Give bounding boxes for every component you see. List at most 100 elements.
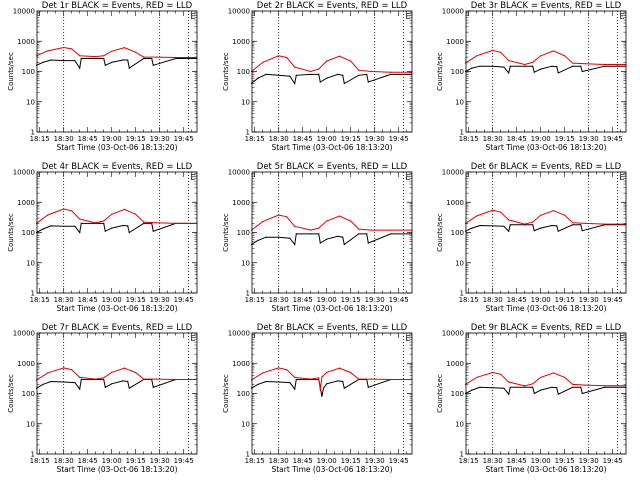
- x-tick-label: 19:30: [365, 457, 385, 465]
- series-lld-point: [532, 221, 534, 223]
- series-lld-point: [338, 215, 341, 217]
- x-tick-label: 18:15: [459, 457, 479, 465]
- y-tick-label: 10: [455, 420, 464, 428]
- x-tick-label: 19:15: [126, 296, 146, 304]
- series-events-point: [42, 228, 44, 230]
- y-tick-label: 10000: [13, 330, 35, 338]
- series-lld-point: [155, 56, 158, 58]
- y-tick-label: 100: [22, 68, 35, 76]
- plot-frame: [465, 332, 627, 455]
- x-tick-label: 18:30: [483, 296, 503, 304]
- series-lld-point: [540, 55, 542, 57]
- series-lld-point: [123, 47, 126, 49]
- series-lld-point: [310, 70, 312, 73]
- x-tick-label: 19:30: [365, 296, 385, 304]
- annotation-label: E: [190, 173, 195, 182]
- series-events-point: [358, 233, 360, 235]
- series-lld-point: [111, 371, 113, 373]
- series-lld-point: [532, 61, 534, 64]
- panel-title: Det 5r BLACK = Events, RED = LLD: [257, 162, 408, 172]
- series-lld-point: [318, 68, 320, 70]
- y-axis-label: Counts/sec: [7, 213, 15, 252]
- y-tick-label: 1000: [232, 360, 250, 368]
- y-tick-label: 1000: [17, 38, 35, 46]
- y-tick-label: 10000: [442, 169, 464, 177]
- x-tick-label: 19:00: [531, 457, 551, 465]
- series-events-point: [143, 222, 145, 224]
- series-events-point: [556, 225, 558, 227]
- y-tick-label: 10: [455, 259, 464, 267]
- series-events-line: [36, 222, 197, 234]
- y-tick-label: 10: [241, 98, 250, 106]
- y-axis-label: Counts/sec: [222, 213, 230, 252]
- series-lld-point: [294, 376, 296, 378]
- x-tick-label: 19:15: [341, 457, 361, 465]
- series-events-point: [63, 60, 65, 62]
- series-events-point: [295, 233, 297, 235]
- x-tick-label: 18:45: [78, 457, 98, 465]
- y-tick-label: 1: [31, 290, 35, 298]
- series-events-point: [581, 230, 583, 232]
- y-tick-label: 1: [31, 129, 35, 137]
- series-lld-point: [143, 221, 145, 223]
- series-events-point: [265, 380, 267, 383]
- x-tick-label: 19:30: [150, 296, 170, 304]
- series-lld-point: [390, 378, 392, 381]
- series-lld-point: [286, 56, 288, 59]
- x-tick-label: 19:00: [531, 296, 551, 304]
- series-events-point: [342, 236, 344, 238]
- panel-title: Det 2r BLACK = Events, RED = LLD: [257, 1, 408, 11]
- series-lld-point: [111, 213, 113, 215]
- series-lld-point: [286, 369, 288, 371]
- series-events-point: [551, 65, 553, 67]
- series-events-point: [366, 73, 368, 75]
- series-events-point: [492, 65, 494, 67]
- series-events-point: [604, 65, 606, 67]
- series-lld-point: [319, 389, 321, 391]
- series-lld-point: [155, 222, 158, 224]
- y-tick-label: 100: [237, 229, 250, 237]
- series-events-point: [111, 227, 113, 229]
- series-events-point: [604, 386, 606, 388]
- series-events-point: [580, 224, 582, 226]
- series-events-point: [533, 230, 535, 232]
- series-events-point: [479, 386, 481, 388]
- series-lld-line: [36, 208, 197, 224]
- y-axis-label: Counts/sec: [222, 52, 230, 91]
- series-events-point: [326, 238, 328, 240]
- x-tick-label: 19:30: [579, 296, 599, 304]
- series-events-point: [152, 64, 154, 66]
- series-events-point: [572, 65, 574, 67]
- y-axis-label: Counts/sec: [222, 374, 230, 413]
- series-lld-point: [492, 371, 494, 373]
- series-lld-point: [135, 372, 137, 374]
- series-lld-point: [71, 210, 73, 212]
- series-lld-point: [604, 63, 606, 66]
- x-axis-label: Start Time (03-Oct-06 18:13:20): [56, 304, 177, 313]
- series-events-point: [319, 242, 321, 244]
- y-tick-label: 10: [26, 420, 35, 428]
- series-events-point: [533, 392, 535, 395]
- y-tick-label: 100: [451, 229, 464, 237]
- series-lld-point: [175, 222, 177, 224]
- series-lld-line: [465, 371, 626, 387]
- x-tick-label: 19:30: [579, 135, 599, 143]
- series-events-point: [151, 222, 153, 224]
- series-lld-point: [63, 367, 65, 369]
- series-lld-point: [572, 62, 574, 64]
- series-events-point: [257, 383, 259, 385]
- series-lld-point: [326, 371, 328, 373]
- series-events-point: [294, 388, 296, 390]
- y-tick-label: 1000: [232, 38, 250, 46]
- series-events-point: [390, 233, 392, 235]
- series-lld-line: [36, 46, 197, 58]
- y-tick-label: 10000: [228, 330, 250, 338]
- y-axis-label: Counts/sec: [7, 52, 15, 91]
- series-lld-point: [370, 70, 373, 73]
- y-tick-label: 100: [237, 390, 250, 398]
- series-lld-line: [251, 367, 412, 391]
- y-axis-label: Counts/sec: [7, 374, 15, 413]
- y-tick-label: 1: [460, 451, 464, 459]
- series-lld-point: [103, 55, 105, 57]
- panel-title: Det 3r BLACK = Events, RED = LLD: [471, 1, 622, 11]
